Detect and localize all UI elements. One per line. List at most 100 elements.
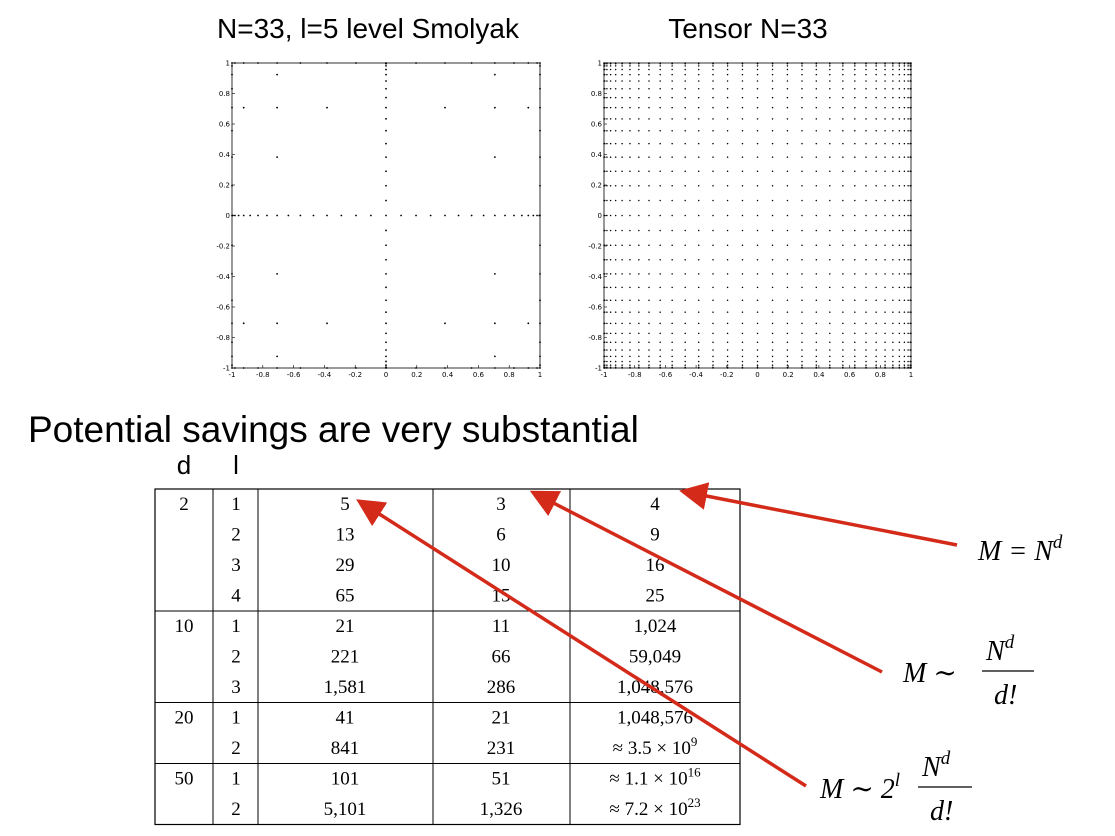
point	[854, 299, 856, 302]
y-tick-label: -1	[595, 365, 602, 373]
point	[786, 341, 789, 343]
point	[355, 367, 357, 369]
point	[875, 364, 877, 366]
point	[614, 355, 617, 358]
point	[539, 62, 541, 64]
y-tick-label: -0.2	[216, 243, 230, 251]
cell: 1	[231, 616, 241, 637]
point	[801, 349, 803, 351]
point	[684, 364, 686, 366]
point	[903, 129, 906, 132]
point	[712, 244, 714, 246]
cell: 2	[231, 647, 241, 668]
point	[648, 229, 650, 232]
point	[801, 244, 803, 246]
point	[756, 106, 759, 109]
point	[786, 258, 789, 261]
point	[614, 367, 617, 369]
point	[697, 341, 700, 343]
point	[385, 117, 387, 120]
point	[756, 129, 759, 132]
point	[712, 118, 714, 120]
point	[884, 68, 886, 71]
point	[801, 367, 803, 369]
point	[909, 367, 911, 369]
point	[659, 96, 661, 99]
point	[741, 96, 744, 99]
point	[892, 68, 894, 71]
point	[854, 341, 856, 343]
point	[712, 341, 714, 343]
point	[741, 311, 744, 313]
point	[606, 311, 608, 313]
point	[771, 332, 774, 335]
point	[903, 88, 906, 90]
point	[903, 229, 906, 232]
point	[865, 63, 867, 65]
point	[786, 360, 789, 363]
point	[815, 349, 818, 351]
point	[606, 106, 608, 109]
x-tick-label: -0.4	[689, 371, 703, 379]
point	[385, 286, 387, 289]
point	[659, 299, 661, 302]
point	[385, 214, 387, 217]
point	[829, 65, 831, 67]
point	[771, 185, 774, 187]
point	[504, 214, 506, 217]
point	[726, 360, 729, 363]
point	[659, 341, 661, 343]
point	[771, 170, 774, 173]
point	[614, 286, 617, 289]
formula-part: M = N	[977, 536, 1054, 567]
point	[756, 360, 759, 363]
point	[865, 185, 867, 187]
point	[621, 170, 623, 173]
point	[684, 73, 686, 76]
point	[648, 273, 650, 275]
point	[671, 355, 673, 358]
point	[898, 170, 901, 173]
point	[671, 63, 673, 65]
point	[648, 170, 650, 173]
point	[257, 62, 259, 64]
point	[609, 355, 612, 358]
point	[697, 349, 700, 351]
point	[756, 299, 759, 302]
point	[865, 299, 867, 302]
point	[527, 367, 530, 369]
point	[771, 106, 774, 109]
point	[756, 355, 759, 358]
point	[659, 73, 661, 76]
point	[854, 106, 856, 109]
point	[629, 364, 631, 366]
cell: 4	[231, 586, 241, 607]
point	[603, 332, 605, 335]
point	[829, 185, 831, 187]
arrow	[679, 482, 958, 547]
point	[771, 142, 774, 145]
point	[621, 68, 623, 71]
point	[801, 311, 803, 313]
point	[801, 341, 803, 343]
point	[614, 68, 617, 71]
point	[606, 244, 608, 246]
point	[842, 360, 844, 363]
point	[609, 244, 612, 246]
point	[903, 349, 906, 351]
cell: 2	[231, 738, 241, 759]
point	[648, 106, 650, 109]
point	[614, 88, 617, 90]
point	[865, 156, 867, 158]
point	[385, 142, 387, 145]
point	[842, 170, 844, 173]
point	[898, 364, 901, 366]
point	[741, 73, 744, 76]
point	[907, 299, 909, 302]
point	[865, 199, 867, 202]
point	[614, 96, 617, 99]
point	[815, 63, 818, 65]
point	[648, 199, 650, 202]
point	[609, 65, 612, 67]
point	[603, 199, 605, 202]
